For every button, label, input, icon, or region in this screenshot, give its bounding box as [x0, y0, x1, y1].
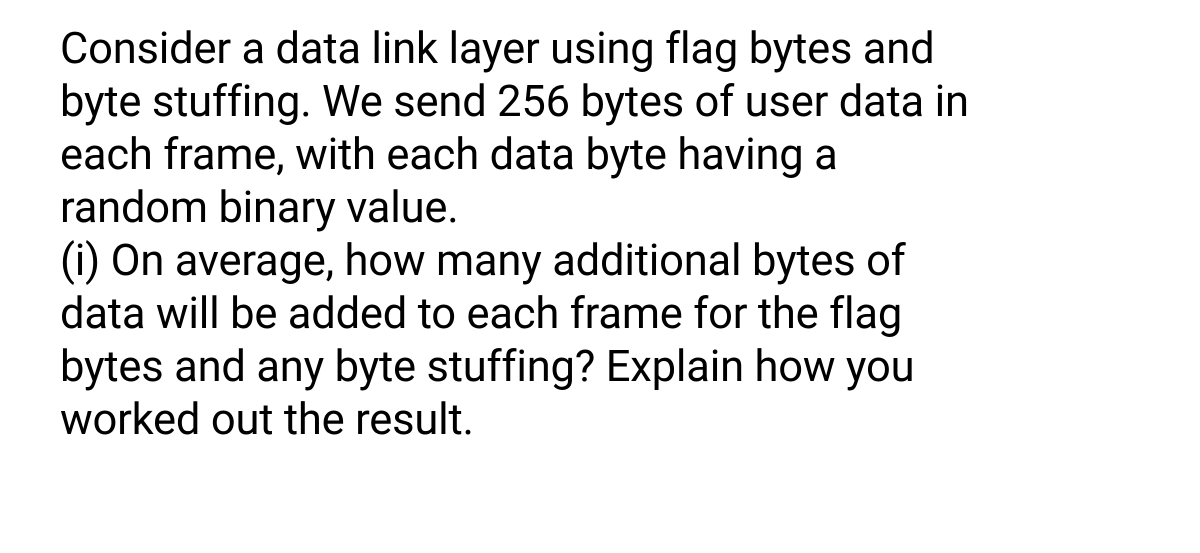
question-text: Consider a data link layer using flag by… [60, 22, 1140, 447]
question-container: Consider a data link layer using flag by… [0, 0, 1200, 447]
